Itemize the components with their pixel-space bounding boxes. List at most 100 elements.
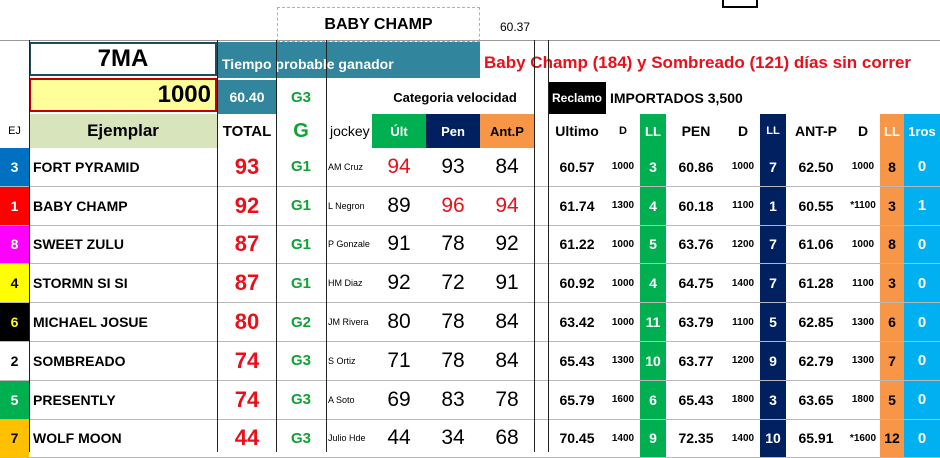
- wins-count: 0: [904, 263, 940, 304]
- pen-distance: 1200: [726, 225, 760, 265]
- speed-last: 71: [372, 341, 426, 381]
- wins-count: 0: [904, 225, 940, 265]
- speed-antepenultimate: 92: [480, 225, 534, 265]
- pen-distance: 1800: [726, 380, 760, 420]
- pen-time: 60.86: [666, 148, 726, 187]
- antp-arrival: 12: [880, 419, 904, 458]
- speed-antepenultimate: 84: [480, 341, 534, 381]
- header-line-top: [0, 40, 940, 41]
- antp-distance: 1300: [846, 341, 880, 381]
- speed-last: 89: [372, 186, 426, 226]
- last-arrival: 4: [640, 186, 666, 226]
- entry-number: 6: [0, 302, 29, 342]
- importados-label: IMPORTADOS 3,500: [610, 90, 743, 106]
- antp-time: 62.79: [786, 341, 846, 381]
- table-row[interactable]: 8 SWEET ZULU 87 G1 P Gonzale 91 78 92 61.22 1000 5…: [0, 225, 940, 265]
- col-header-d1: D: [619, 125, 627, 137]
- wins-count: 1: [904, 186, 940, 226]
- horse-name-box[interactable]: BABY CHAMP: [277, 7, 480, 42]
- last-arrival: 5: [640, 225, 666, 265]
- speed-antepenultimate: 84: [480, 148, 534, 187]
- last-arrival: 3: [640, 148, 666, 187]
- last-distance: 1000: [606, 263, 640, 304]
- speed-last: 92: [372, 263, 426, 304]
- pen-distance: 1200: [726, 341, 760, 381]
- col-header-ultimo: Ultimo: [555, 123, 599, 139]
- last-time: 63.42: [548, 302, 606, 342]
- entry-number: 1: [0, 186, 29, 226]
- antp-arrival: 5: [880, 380, 904, 420]
- last-time: 60.57: [548, 148, 606, 187]
- horse-name: PRESENTLY: [29, 380, 218, 420]
- spacer: [534, 225, 548, 265]
- pen-distance: 1100: [726, 302, 760, 342]
- horse-name: WOLF MOON: [29, 419, 218, 458]
- table-row[interactable]: 5 PRESENTLY 74 G3 A Soto 69 83 78 65.79 1600 6 65.4…: [0, 380, 940, 420]
- divider-reclamo: [548, 40, 549, 452]
- total-score: 93: [218, 148, 276, 187]
- antp-arrival: 8: [880, 225, 904, 265]
- col-header-total: TOTAL: [222, 122, 272, 140]
- entry-number: 5: [0, 380, 29, 420]
- pen-arrival: 10: [760, 419, 786, 458]
- jockey-name: A Soto: [326, 380, 372, 420]
- table-row[interactable]: 6 MICHAEL JOSUE 80 G2 JM Rivera 80 78 84 63.42 10…: [0, 302, 940, 342]
- spacer: [534, 341, 548, 381]
- antp-arrival: 3: [880, 186, 904, 226]
- horse-name: SWEET ZULU: [29, 225, 218, 265]
- spacer: [534, 263, 548, 304]
- wins-count: 0: [904, 419, 940, 458]
- speed-last: 80: [372, 302, 426, 342]
- pen-time: 63.77: [666, 341, 726, 381]
- last-time: 61.22: [548, 225, 606, 265]
- total-score: 87: [218, 263, 276, 304]
- antp-arrival: 3: [880, 263, 904, 304]
- last-arrival: 11: [640, 302, 666, 342]
- table-row[interactable]: 4 STORMN SI SI 87 G1 HM Diaz 92 72 91 60.92 1000 4…: [0, 263, 940, 304]
- speed-penultimate: 96: [426, 186, 480, 226]
- last-arrival: 4: [640, 263, 666, 304]
- jockey-name: L Negron: [326, 186, 372, 226]
- total-score: 74: [218, 380, 276, 420]
- wins-count: 0: [904, 341, 940, 381]
- antp-distance: 1100: [846, 263, 880, 304]
- reclamo-label: Reclamo: [548, 82, 606, 114]
- table-row[interactable]: 3 FORT PYRAMID 93 G1 AM Cruz 94 93 84 60.57 1000 3…: [0, 148, 940, 187]
- grade: G3: [276, 419, 326, 458]
- top-right-box-corner: [722, 0, 758, 8]
- speed-last: 94: [372, 148, 426, 187]
- speed-last: 69: [372, 380, 426, 420]
- antp-distance: 1300: [846, 302, 880, 342]
- pen-arrival: 7: [760, 225, 786, 265]
- jockey-name: AM Cruz: [326, 148, 372, 187]
- horse-name: FORT PYRAMID: [29, 148, 218, 187]
- last-distance: 1600: [606, 380, 640, 420]
- last-time: 65.43: [548, 341, 606, 381]
- col-header-ll1: LL: [640, 114, 666, 148]
- last-distance: 1000: [606, 302, 640, 342]
- divider-grade: [276, 40, 277, 452]
- pen-time: 63.76: [666, 225, 726, 265]
- last-time: 70.45: [548, 419, 606, 458]
- speed-last: 91: [372, 225, 426, 265]
- pen-arrival: 3: [760, 380, 786, 420]
- last-distance: 1300: [606, 341, 640, 381]
- divider-jockey: [326, 40, 327, 452]
- grade: G1: [276, 186, 326, 226]
- probable-time-label: Tiempo probable ganador: [222, 56, 394, 72]
- distance-value[interactable]: 1000: [29, 78, 217, 112]
- horse-name: BABY CHAMP: [29, 186, 218, 226]
- pen-arrival: 7: [760, 148, 786, 187]
- table-row[interactable]: 1 BABY CHAMP 92 G1 L Negron 89 96 94 61.74 1300 4 6…: [0, 186, 940, 226]
- grade: G1: [276, 263, 326, 304]
- antp-distance: 1800: [846, 380, 880, 420]
- table-row[interactable]: 7 WOLF MOON 44 G3 Julio Hde 44 34 68 70.45 1400 9 7…: [0, 419, 940, 458]
- pen-distance: 1400: [726, 263, 760, 304]
- speed-antepenultimate: 91: [480, 263, 534, 304]
- speed-antepenultimate: 78: [480, 380, 534, 420]
- table-row[interactable]: 2 SOMBREADO 74 G3 S Ortiz 71 78 84 65.43 1300 10 63…: [0, 341, 940, 381]
- antp-distance: 1000: [846, 225, 880, 265]
- pen-time: 60.18: [666, 186, 726, 226]
- spacer: [534, 186, 548, 226]
- pen-distance: 1400: [726, 419, 760, 458]
